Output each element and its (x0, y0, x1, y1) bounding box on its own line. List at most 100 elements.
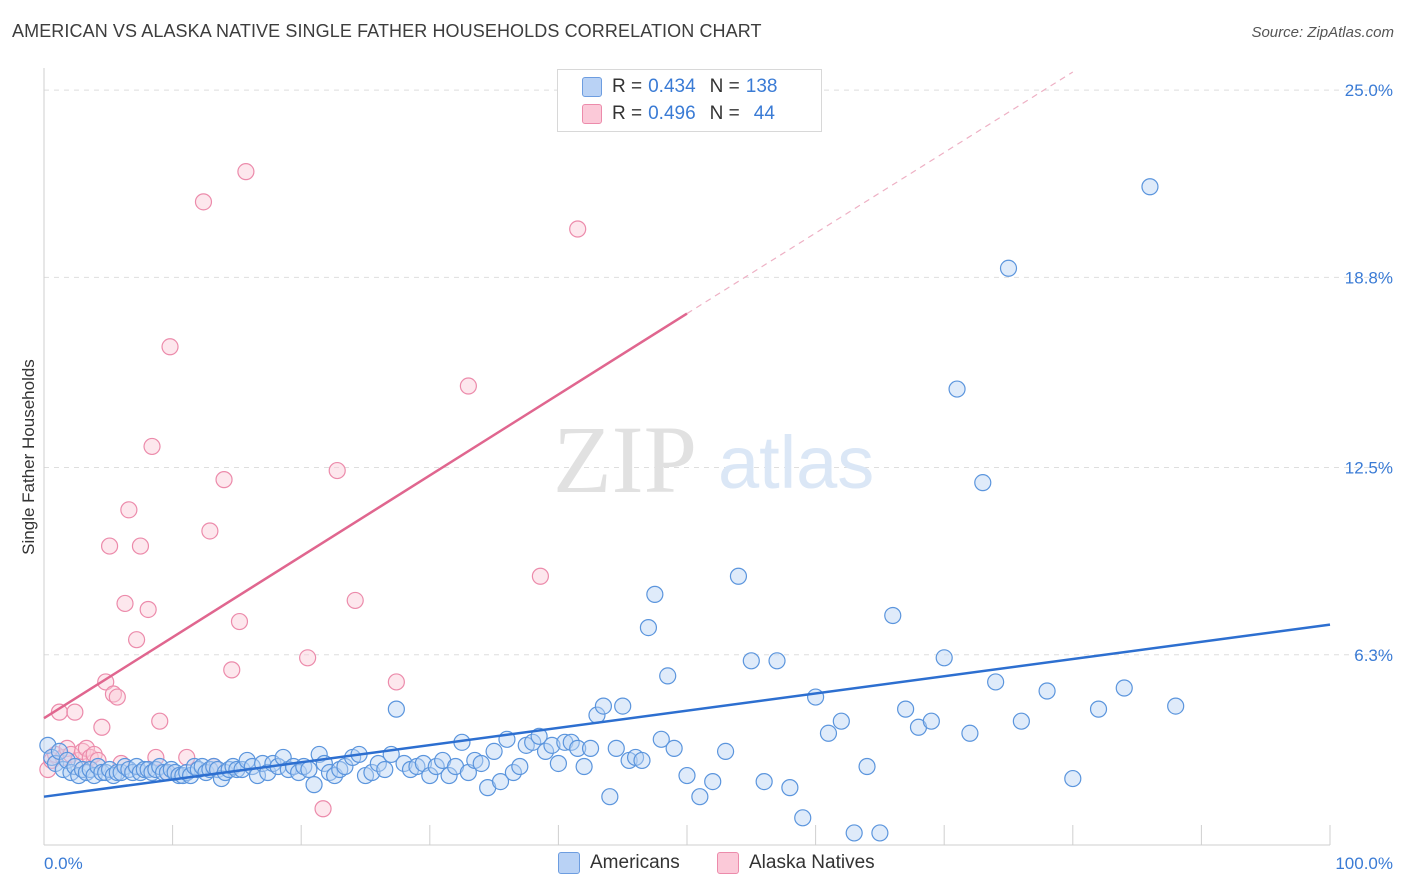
americans-point (491, 772, 510, 791)
americans-point (999, 259, 1018, 277)
americans-point (575, 757, 593, 776)
chart-title: AMERICAN VS ALASKA NATIVE SINGLE FATHER … (12, 21, 762, 41)
alaska-natives-point (230, 612, 249, 631)
alaska-natives-point (131, 537, 150, 555)
americans-point (569, 739, 587, 757)
americans-point (1038, 682, 1056, 700)
bottom-legend-alaska: Alaska Natives (717, 852, 875, 874)
americans-point (884, 606, 902, 625)
legend-row-americans: R = 0.434 N = 138 (582, 75, 777, 99)
americans-point (871, 824, 889, 842)
americans-n-value: 138 (745, 76, 778, 97)
alaska-natives-point (66, 703, 84, 721)
x-tick-label-min: 0.0% (44, 854, 83, 873)
americans-point (704, 772, 722, 791)
americans-r-label: R = (612, 76, 643, 97)
alaska-natives-point (116, 594, 134, 613)
americans-point (1064, 769, 1082, 788)
americans-point (536, 742, 555, 760)
americans-n-label: N = (709, 76, 740, 97)
bottom-legend-americans: Americans (558, 852, 680, 874)
americans-point (549, 754, 568, 773)
y-tick-label: 12.5% (1345, 459, 1393, 478)
alaska-natives-point (215, 471, 233, 489)
americans-point (300, 760, 318, 779)
americans-point (948, 380, 966, 398)
americans-point (395, 754, 413, 773)
americans-point (633, 751, 651, 770)
alaska-natives-point (569, 220, 587, 238)
alaska-natives-point (143, 437, 161, 456)
americans-point (1089, 700, 1108, 718)
y-tick-label: 18.8% (1345, 268, 1393, 287)
alaska-natives-point (314, 800, 332, 818)
americans-point (987, 673, 1005, 691)
alaska-natives-point (120, 501, 138, 519)
alaska-natives-point (93, 718, 111, 736)
americans-point (678, 766, 696, 785)
alaska-natives-point (223, 661, 241, 679)
watermark-zip: ZIP (553, 406, 697, 513)
americans-point (1115, 679, 1133, 697)
americans-point (427, 757, 445, 776)
alaska-r-label: R = (612, 103, 643, 124)
americans-point (897, 700, 915, 718)
alaska-natives-point (328, 461, 346, 480)
correlation-legend: R = 0.434 N = 138 R = 0.496 N = 44 (557, 69, 822, 132)
americans-point (652, 730, 670, 748)
americans-point (614, 697, 632, 715)
alaska-natives-point (127, 631, 146, 649)
alaska-natives-point (108, 688, 126, 706)
americans-r-value: 0.434 (648, 76, 696, 97)
americans-point (421, 766, 439, 785)
americans-point (440, 766, 458, 785)
americans-point (581, 739, 600, 757)
y-tick-label: 6.3% (1354, 646, 1393, 665)
americans-point (639, 618, 658, 637)
trend-lines (43, 71, 1331, 798)
alaska-swatch (582, 104, 602, 124)
chart-source: Source: ZipAtlas.com (1251, 24, 1394, 41)
y-tick-label: 25.0% (1345, 81, 1393, 100)
americans-point (543, 736, 561, 754)
americans-point (659, 667, 677, 685)
americans-point (729, 567, 748, 585)
americans-point (716, 742, 735, 760)
alaska-natives-points (39, 163, 587, 818)
americans-point (331, 760, 349, 779)
americans-point (524, 733, 542, 751)
americans-legend-label: Americans (590, 852, 680, 873)
americans-point (1167, 697, 1185, 715)
alaska-trend-extension (686, 71, 1074, 315)
americans-point (742, 652, 760, 670)
americans-point (601, 788, 619, 806)
alaska-trend-line (43, 312, 688, 720)
alaska-natives-point (201, 522, 219, 540)
americans-point (594, 697, 613, 715)
americans-point (858, 757, 876, 776)
americans-point (691, 788, 709, 806)
alaska-natives-point (151, 712, 169, 730)
alaska-r-value: 0.496 (648, 103, 696, 124)
y-axis-label: Single Father Households (19, 359, 38, 555)
americans-swatch (582, 77, 602, 97)
legend-row-alaska: R = 0.496 N = 44 (582, 102, 775, 126)
americans-legend-swatch (558, 852, 580, 874)
watermark-atlas: atlas (718, 421, 874, 504)
americans-point (819, 724, 838, 742)
americans-point (935, 649, 953, 667)
americans-point (305, 776, 323, 794)
y-tick-labels: 6.3% 12.5% 18.8% 25.0% (1345, 81, 1393, 665)
americans-point (845, 824, 863, 842)
americans-point (363, 763, 381, 782)
alaska-legend-label: Alaska Natives (749, 852, 875, 873)
americans-point (607, 739, 625, 757)
alaska-n-value: 44 (753, 103, 775, 124)
americans-point (376, 760, 394, 779)
americans-point (961, 724, 979, 742)
americans-point (530, 727, 548, 745)
alaska-legend-swatch (717, 852, 739, 874)
americans-point (320, 763, 339, 782)
americans-point (665, 739, 683, 757)
